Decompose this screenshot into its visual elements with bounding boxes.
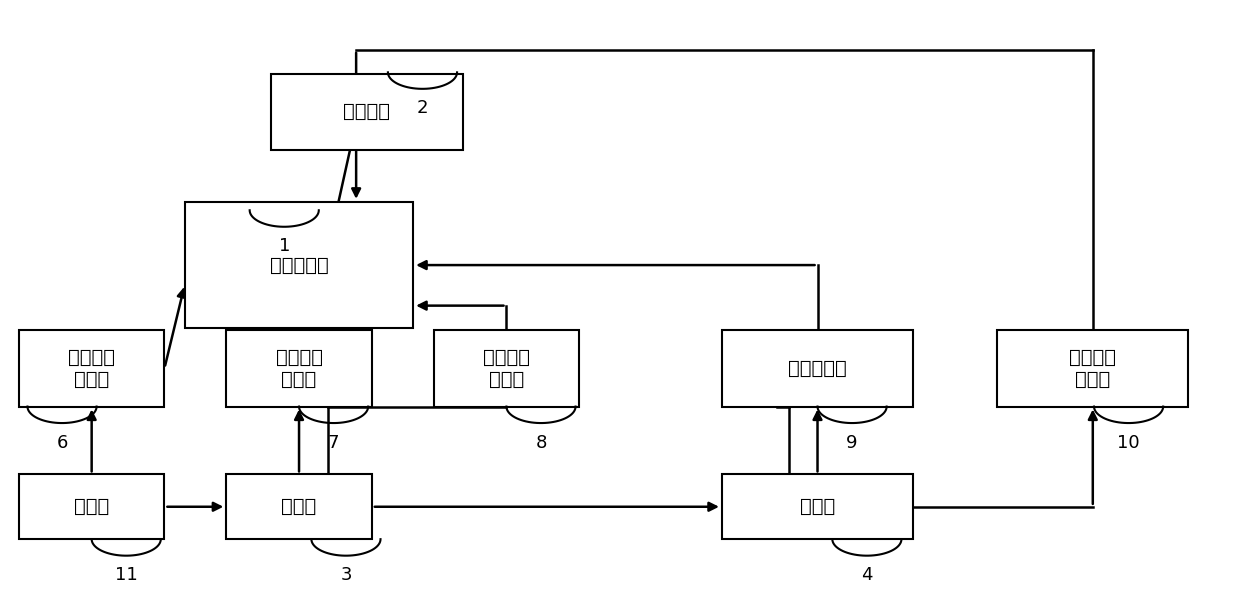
Text: 8: 8 — [536, 434, 547, 452]
Bar — [226, 330, 372, 406]
Text: 操作单元: 操作单元 — [343, 102, 391, 121]
Text: 发动机: 发动机 — [74, 497, 109, 516]
Bar — [722, 330, 913, 406]
Text: 9: 9 — [847, 434, 858, 452]
Text: 换挡控制器: 换挡控制器 — [269, 256, 329, 274]
Text: 第一压力
传感器: 第一压力 传感器 — [482, 347, 529, 389]
Text: 第一转速
传感器: 第一转速 传感器 — [68, 347, 115, 389]
Text: 第二转速
传感器: 第二转速 传感器 — [275, 347, 322, 389]
Text: 1: 1 — [279, 237, 290, 255]
Text: 第二压力
传感器: 第二压力 传感器 — [1069, 347, 1116, 389]
Bar — [226, 474, 372, 539]
Bar — [272, 74, 463, 150]
Bar — [19, 474, 165, 539]
Text: 11: 11 — [115, 566, 138, 584]
Text: 10: 10 — [1117, 434, 1140, 452]
Bar — [997, 330, 1188, 406]
Bar — [19, 330, 165, 406]
Bar — [722, 474, 913, 539]
Text: 温度传感器: 温度传感器 — [789, 359, 847, 378]
Text: 6: 6 — [56, 434, 68, 452]
Bar — [185, 202, 413, 328]
Bar — [434, 330, 579, 406]
Text: 变速箱: 变速箱 — [800, 497, 835, 516]
Text: 3: 3 — [340, 566, 352, 584]
Text: 7: 7 — [327, 434, 340, 452]
Text: 2: 2 — [417, 99, 428, 117]
Text: 4: 4 — [861, 566, 873, 584]
Text: 变矩器: 变矩器 — [281, 497, 316, 516]
